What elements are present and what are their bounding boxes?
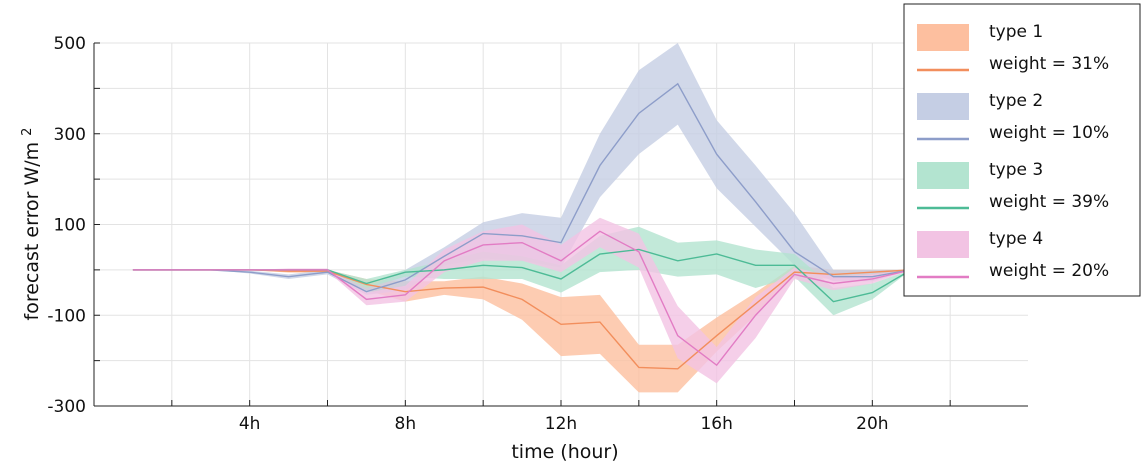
y-axis-title-superscript: 2: [20, 128, 35, 136]
y-tick-label: 100: [54, 216, 86, 236]
mean-lines: [132, 82, 912, 370]
x-tick-label: 4h: [239, 414, 261, 434]
y-axis-title: forecast error W/m 2: [20, 128, 44, 321]
legend-swatch-type-4: [917, 231, 969, 258]
confidence-bands: [132, 43, 912, 393]
legend-swatch-type-2: [917, 93, 969, 120]
series-band-type-3: [132, 226, 912, 316]
x-tick-label: 16h: [700, 414, 732, 434]
legend-label-type-3: type 3: [989, 160, 1043, 180]
x-tick-label: 8h: [395, 414, 417, 434]
legend-label-type-4: type 4: [989, 229, 1043, 249]
legend-label-type-2: type 2: [989, 91, 1043, 111]
series-line-type-4: [132, 230, 912, 367]
legend-weight-type-1: weight = 31%: [989, 54, 1109, 74]
y-tick-label: 500: [54, 34, 86, 54]
x-tick-label: 12h: [545, 414, 577, 434]
y-axis-title-text: forecast error W/m: [21, 142, 43, 321]
y-tick-label: -300: [47, 397, 86, 417]
series-line-type-2: [132, 82, 912, 293]
legend-swatch-type-1: [917, 24, 969, 51]
legend-swatch-type-3: [917, 162, 969, 189]
x-tick-label: 20h: [856, 414, 888, 434]
y-tick-label: 300: [54, 125, 86, 145]
legend-weight-type-2: weight = 10%: [989, 123, 1109, 143]
x-axis-title: time (hour): [511, 441, 618, 461]
series-band-type-4: [132, 217, 912, 384]
legend-label-type-1: type 1: [989, 22, 1043, 42]
legend-weight-type-4: weight = 20%: [989, 261, 1109, 281]
axes: 4h 8h 12h 16h 20h -300 -100 100 300 500: [47, 34, 1028, 434]
legend-weight-type-3: weight = 39%: [989, 192, 1109, 212]
legend: type 1 weight = 31% type 2 weight = 10% type…: [903, 3, 1141, 297]
y-tick-label: -100: [47, 306, 86, 326]
